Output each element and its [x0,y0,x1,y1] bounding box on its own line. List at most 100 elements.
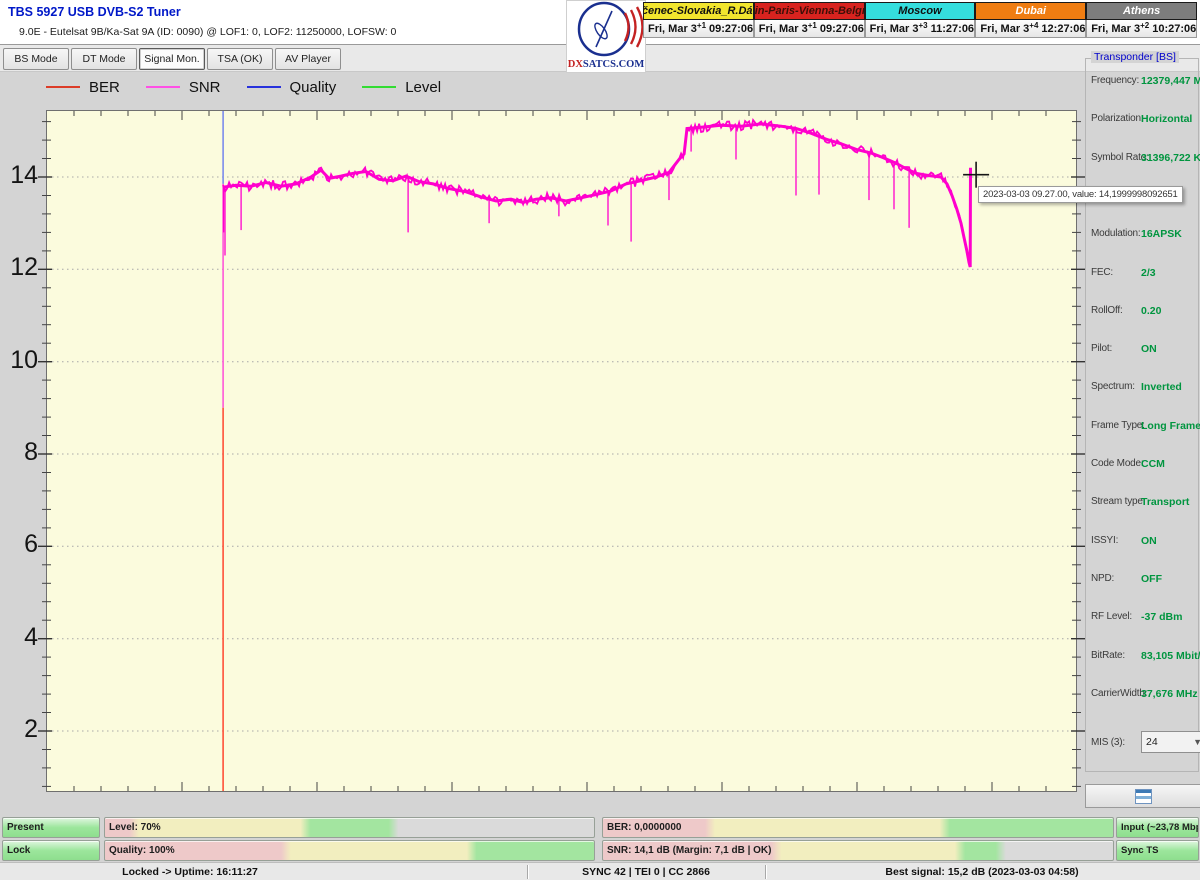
progress-bar-present: Present [2,817,100,838]
field-label: Symbol Rate: [1091,151,1149,163]
statusbar-best-signal: Best signal: 15,2 dB (2023-03-03 04:58) [885,866,1079,878]
clock-city: Athens [1086,2,1197,20]
legend-item-quality: Quality [246,78,337,96]
clock-time: Fri, Mar 3 +2 10:27:06 [1086,20,1197,38]
bar-label: Lock [7,845,31,856]
y-tick-label: 6 [24,530,38,559]
bar-label: Sync TS [1121,845,1159,856]
clock-city: Moscow [864,2,976,20]
chart-legend: BER SNR Quality Level [46,78,441,96]
chart-value-tooltip: 2023-03-03 09.27.00, value: 14,199999809… [978,186,1183,203]
field-label: NPD: [1091,572,1115,584]
field-value: -37 dBm [1141,611,1183,624]
progress-bar-sync-ts: Sync TS [1116,840,1199,861]
dxsatcs-logo: DXSATCS.COM [566,0,646,73]
tab-tsa-ok[interactable]: TSA (OK) [207,48,273,70]
progress-bar-quality: Quality: 100% [104,840,595,861]
clock: Dubai Fri, Mar 3 +4 12:27:06 [975,2,1087,39]
field-value: 2/3 [1141,266,1156,279]
logo-text: DXSATCS.COM [567,59,645,70]
clock: Lučenec-Slovakia_R.DávidFri, Mar 3+109:2… [643,2,754,39]
field-label: Code Mode: [1091,458,1144,469]
transponder-row: Frequency:12379,447 MHz [1086,75,1200,89]
field-label: Stream type: [1091,496,1146,508]
field-value: 83,105 Mbit/s [1141,649,1200,662]
stream-list-button[interactable] [1085,784,1200,808]
field-label: FEC: [1091,266,1113,278]
legend-line-icon [145,86,180,88]
transponder-row: NPD: OFF [1086,573,1198,587]
legend-line-icon [246,86,281,88]
mis-dropdown[interactable]: 24 ▼ [1141,731,1200,753]
field-value: Long Frame [1141,419,1200,432]
statusbar-lock-uptime: Locked -> Uptime: 16:11:27 [122,866,258,878]
legend-label: Level [405,78,442,96]
progress-bar-lock: Lock [2,840,100,861]
crosshair-cursor [963,161,990,188]
world-clocks: Lučenec-Slovakia_R.DávidFri, Mar 3+109:2… [643,2,1197,39]
y-tick-label: 14 [10,161,38,189]
bar-label: SNR: 14,1 dB (Margin: 7,1 dB | OK) [607,845,772,856]
transponder-row: Polarization: Horizontal [1086,113,1198,127]
clock-city: Lučenec-Slovakia_R.Dávid [643,2,754,20]
mis-row: MIS (3): 24 ▼ [1086,731,1200,753]
clock: Berlin-Paris-Vienna-BelgradeFri, Mar 3+1… [753,2,865,39]
field-value: OFF [1141,572,1162,585]
legend-label: Quality [289,78,337,96]
transponder-row: Symbol Rate:31396,722 KS/s [1086,151,1200,166]
y-tick-label: 8 [24,438,38,466]
field-label: Pilot: [1091,343,1113,355]
legend-line-icon [46,86,80,88]
transponder-row: ISSYI: ON [1086,535,1198,549]
tab-dt-mode[interactable]: DT Mode [71,48,137,70]
transponder-row: CarrierWidth: 37,676 MHz [1086,688,1198,702]
field-value: Inverted [1141,381,1182,394]
clock-time: Fri, Mar 3 +4 12:27:06 [975,20,1087,38]
field-label: RollOff: [1091,304,1123,316]
statusbar-divider [765,865,766,879]
field-value: Horizontal [1141,113,1193,126]
transponder-row: Modulation: 16APSK [1086,228,1198,242]
field-value: ON [1141,343,1157,356]
progress-bar-ber: BER: 0,0000000 [602,817,1114,838]
field-label: RF Level: [1091,611,1132,623]
field-value: CCM [1141,458,1165,470]
signal-chart-plot[interactable] [38,110,1085,792]
field-label: Frequency: [1091,75,1140,86]
tab-signal-mon[interactable]: Signal Mon. [139,48,205,70]
statusbar-sync-counters: SYNC 42 | TEI 0 | CC 2866 [582,866,710,878]
field-value: 0.20 [1141,304,1162,317]
progress-bar-level: Level: 70% [104,817,595,838]
transponder-row: FEC: 2/3 [1086,267,1198,281]
progress-bar-snr: SNR: 14,1 dB (Margin: 7,1 dB | OK) [602,840,1114,861]
legend-label: SNR [188,78,221,96]
transponder-row: Pilot: ON [1086,343,1198,357]
clock-city: Dubai [975,2,1087,20]
field-value: 37,676 MHz [1141,687,1198,700]
transponder-row: RollOff: 0.20 [1086,305,1198,319]
field-label: Polarization: [1091,113,1144,125]
legend-item-level: Level [362,79,441,96]
transponder-row: RF Level: -37 dBm [1086,611,1198,625]
field-value: 16APSK [1141,228,1182,241]
tab-bs-mode[interactable]: BS Mode [3,48,69,70]
clock-city: Berlin-Paris-Vienna-Belgrade [753,2,865,20]
clock-time: Fri, Mar 3 +1 09:27:06 [643,20,754,38]
y-tick-label: 4 [24,622,38,651]
clock-time: Fri, Mar 3 +3 11:27:06 [864,20,976,38]
statusbar: Locked -> Uptime: 16:11:27 SYNC 42 | TEI… [0,862,1200,880]
transponder-row: Code Mode: CCM [1086,458,1198,472]
legend-label: BER [89,78,120,96]
field-label: CarrierWidth: [1091,687,1148,699]
field-label: ISSYI: [1091,534,1119,546]
bar-label: Quality: 100% [109,845,175,856]
legend-item-ber: BER [46,79,120,96]
satellite-subtitle: 9.0E - Eutelsat 9B/Ka-Sat 9A (ID: 0090) … [19,26,397,38]
field-label: Frame Type: [1091,419,1145,431]
clock: Athens Fri, Mar 3 +2 10:27:06 [1086,2,1197,39]
tab-av-player[interactable]: AV Player [275,48,341,70]
app-title: TBS 5927 USB DVB-S2 Tuner [8,5,181,19]
y-tick-label: 10 [10,345,38,374]
field-value: 12379,447 MHz [1141,75,1200,87]
progress-bar-input-23-78-mbps: Input (~23,78 Mbps) [1116,817,1199,838]
